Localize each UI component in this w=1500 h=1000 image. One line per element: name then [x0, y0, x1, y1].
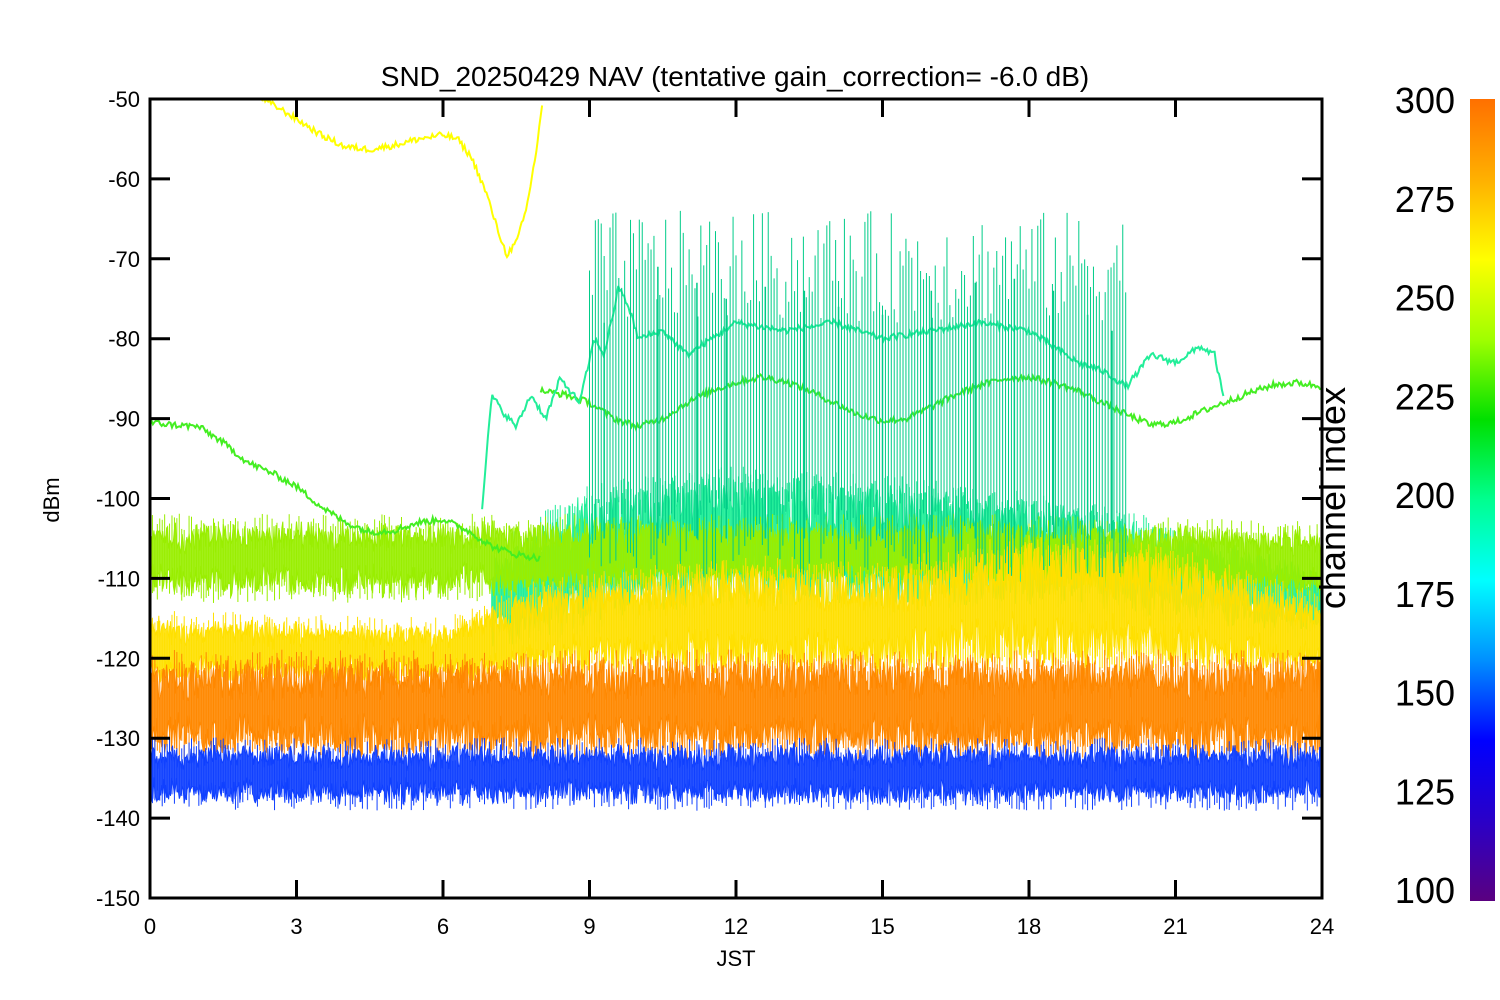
colorbar-tick-label: 300	[1395, 80, 1455, 121]
colorbar	[1470, 99, 1495, 901]
x-tick-label: 9	[583, 914, 595, 939]
y-tick-label: -80	[108, 327, 140, 352]
colorbar-tick-label: 250	[1395, 278, 1455, 319]
colorbar-tick-label: 125	[1395, 771, 1455, 812]
colorbar-label: channel index	[1312, 387, 1353, 609]
x-tick-label: 15	[870, 914, 894, 939]
y-tick-label: -50	[108, 87, 140, 112]
x-tick-label: 12	[724, 914, 748, 939]
y-tick-label: -130	[96, 726, 140, 751]
y-tick-label: -90	[108, 407, 140, 432]
series-layer	[150, 99, 1322, 811]
series-spikes-ch180	[589, 210, 1127, 579]
series-line-ch235	[150, 418, 541, 562]
y-tick-label: -150	[96, 886, 140, 911]
colorbar-tick-label: 200	[1395, 475, 1455, 516]
x-axis-label: JST	[716, 946, 755, 971]
series-line	[150, 418, 541, 562]
x-tick-label: 24	[1310, 914, 1334, 939]
x-tick-label: 21	[1163, 914, 1187, 939]
colorbar-tick-label: 275	[1395, 179, 1455, 220]
series-band-ch270	[150, 533, 1322, 692]
chart-title: SND_20250429 NAV (tentative gain_correct…	[381, 61, 1089, 92]
colorbar-tick-label: 100	[1395, 870, 1455, 911]
x-axis: 0 3 6 9 12 15 18 21 24	[144, 99, 1334, 939]
y-tick-label: -110	[98, 566, 140, 591]
y-axis: -50 -60 -70 -80 -90 -100 -110 -120 -130 -140 -150	[96, 87, 1322, 911]
x-tick-label: 0	[144, 914, 156, 939]
series-line-ch270	[261, 99, 544, 259]
y-tick-label: -100	[96, 487, 140, 512]
y-tick-label: -70	[108, 247, 140, 272]
x-tick-label: 6	[437, 914, 449, 939]
y-axis-label: dBm	[39, 477, 64, 522]
series-line	[261, 99, 544, 259]
y-tick-label: -60	[108, 167, 140, 192]
colorbar-ticks: 300 275 250 225 200 175 150 125 100	[1395, 80, 1455, 911]
x-tick-label: 18	[1017, 914, 1041, 939]
colorbar-tick-label: 225	[1395, 376, 1455, 417]
x-tick-label: 3	[290, 914, 302, 939]
series-band-ch290	[150, 649, 1322, 763]
series-band-ch150	[150, 737, 1322, 811]
colorbar-tick-label: 150	[1395, 673, 1455, 714]
y-tick-label: -120	[96, 646, 140, 671]
y-tick-label: -140	[96, 806, 140, 831]
colorbar-tick-label: 175	[1395, 574, 1455, 615]
